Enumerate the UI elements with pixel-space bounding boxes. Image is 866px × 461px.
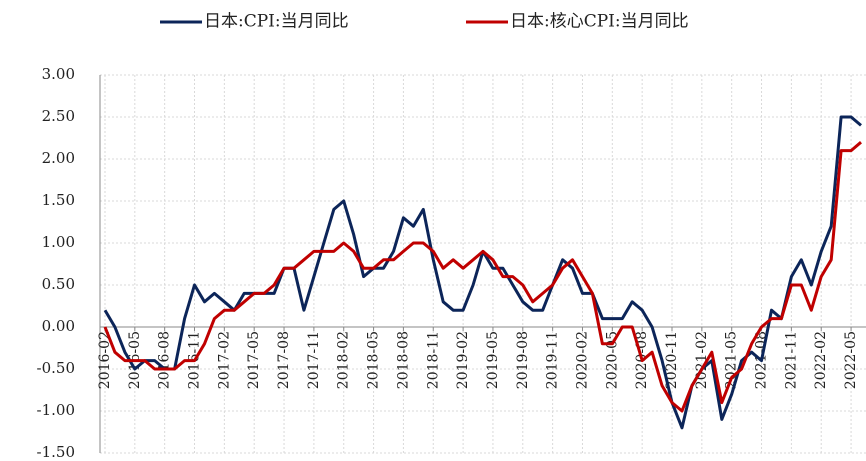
x-tick-label: 2018-02 xyxy=(336,331,352,389)
x-tick-label: 2017-02 xyxy=(216,331,232,389)
x-tick-label: 2018-05 xyxy=(366,331,382,389)
x-tick-label: 2020-11 xyxy=(664,331,680,389)
x-tick-label: 2017-11 xyxy=(306,331,322,389)
x-tick-label: 2019-08 xyxy=(515,331,531,389)
legend-label: 日本:CPI:当月同比 xyxy=(204,12,349,32)
y-tick-label: -1.00 xyxy=(37,401,75,419)
x-tick-label: 2016-02 xyxy=(97,331,113,389)
x-tick-label: 2017-08 xyxy=(276,331,292,389)
y-tick-label: 0.50 xyxy=(42,275,75,293)
y-tick-label: -0.50 xyxy=(37,359,75,377)
y-tick-label: 0.00 xyxy=(42,317,75,335)
x-tick-label: 2017-05 xyxy=(246,331,262,389)
y-tick-label: 2.50 xyxy=(42,107,75,125)
y-tick-label: 1.00 xyxy=(42,233,75,251)
y-tick-label: 2.00 xyxy=(42,149,75,167)
legend-label: 日本:核心CPI:当月同比 xyxy=(510,12,689,32)
x-tick-label: 2021-11 xyxy=(783,331,799,389)
x-tick-label: 2020-02 xyxy=(574,331,590,389)
x-tick-label: 2018-08 xyxy=(395,331,411,389)
y-tick-label: 1.50 xyxy=(42,191,75,209)
x-tick-label: 2022-05 xyxy=(843,331,859,389)
x-tick-label: 2019-05 xyxy=(485,331,501,389)
x-tick-label: 2022-02 xyxy=(813,331,829,389)
x-tick-label: 2019-11 xyxy=(545,331,561,389)
series-line xyxy=(103,141,862,413)
y-tick-label: 3.00 xyxy=(42,65,75,83)
x-tick-label: 2020-05 xyxy=(604,331,620,389)
y-tick-label: -1.50 xyxy=(37,443,75,461)
x-tick-label: 2016-08 xyxy=(157,331,173,389)
x-tick-label: 2019-02 xyxy=(455,331,471,389)
x-tick-label: 2018-11 xyxy=(425,331,441,389)
